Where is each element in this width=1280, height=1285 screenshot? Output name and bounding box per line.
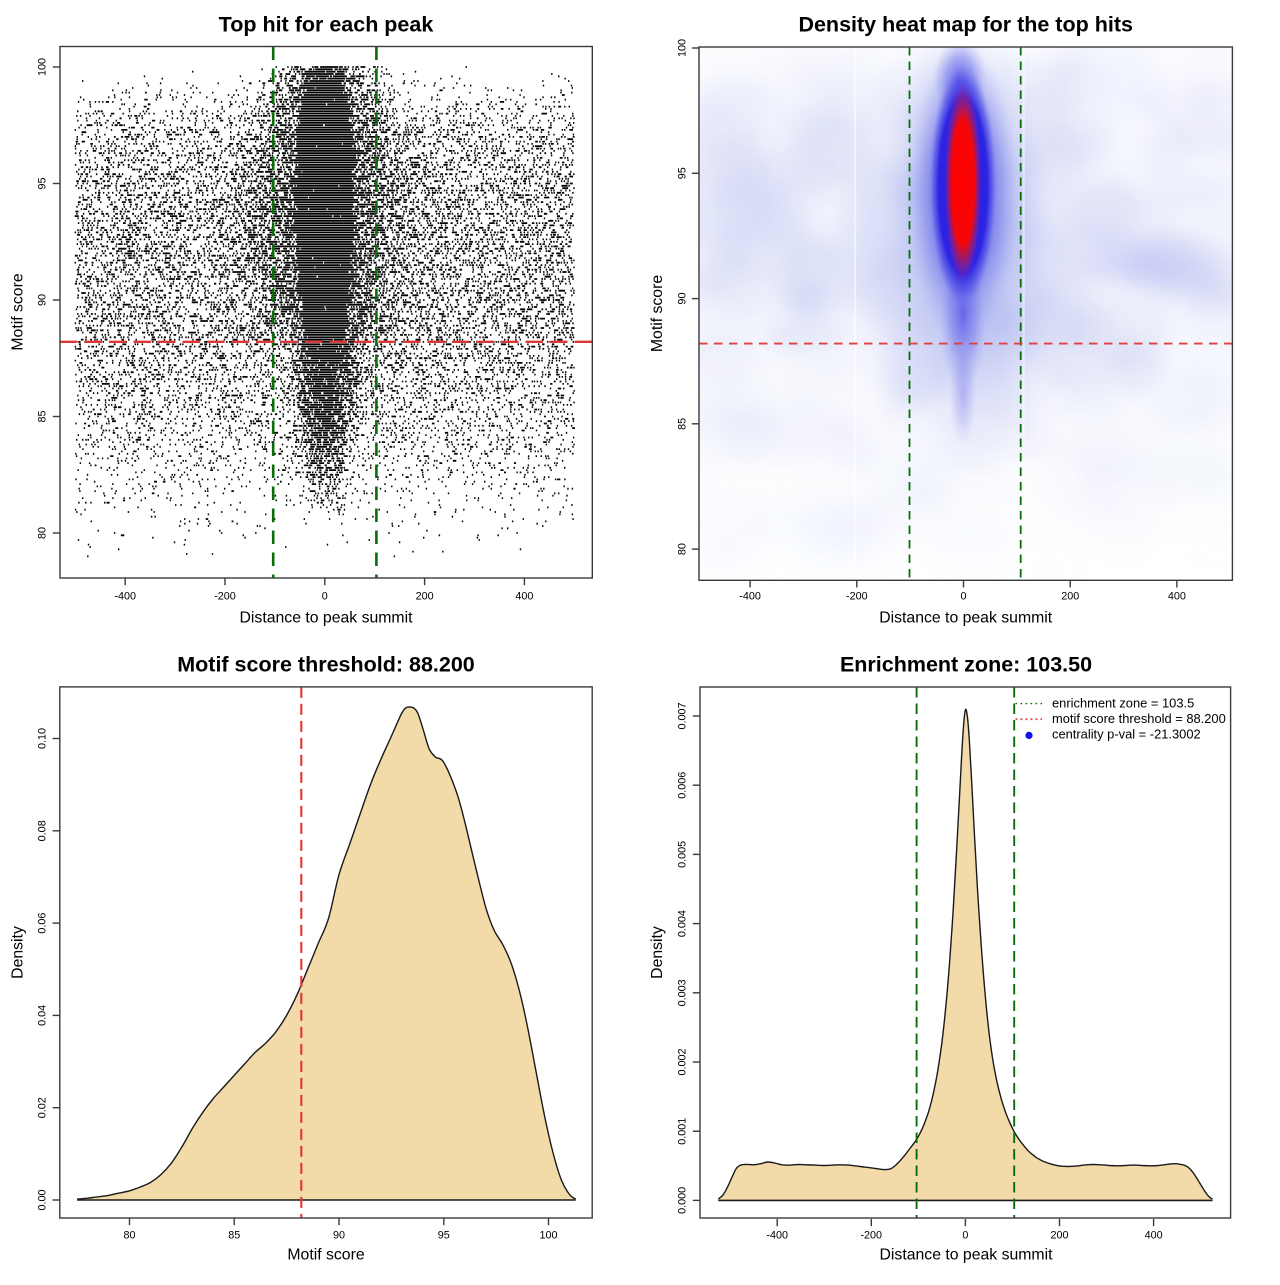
svg-text:-400: -400 [739,591,761,603]
svg-text:Top hit for each peak: Top hit for each peak [219,13,434,37]
svg-text:Motif score: Motif score [9,273,26,350]
svg-text:0: 0 [962,1230,968,1242]
svg-text:Motif score: Motif score [649,275,666,352]
svg-text:90: 90 [36,294,48,306]
svg-text:-400: -400 [114,591,136,603]
svg-text:0: 0 [960,591,966,603]
svg-text:-200: -200 [214,591,236,603]
svg-text:Distance to peak summit: Distance to peak summit [880,1247,1054,1264]
svg-text:400: 400 [1145,1230,1163,1242]
svg-text:-200: -200 [846,591,868,603]
svg-text:0.000: 0.000 [677,1187,689,1214]
svg-text:95: 95 [36,177,48,189]
svg-text:0.003: 0.003 [677,979,689,1006]
svg-text:80: 80 [123,1230,135,1242]
svg-text:centrality p-val = -21.3002: centrality p-val = -21.3002 [1052,727,1201,742]
svg-text:0.007: 0.007 [677,702,689,729]
svg-text:0.08: 0.08 [36,820,48,841]
svg-text:0.02: 0.02 [36,1097,48,1118]
svg-text:80: 80 [36,527,48,539]
svg-text:85: 85 [228,1230,240,1242]
svg-text:-400: -400 [766,1230,788,1242]
svg-text:0.005: 0.005 [677,841,689,868]
svg-text:95: 95 [677,167,689,179]
svg-text:85: 85 [677,418,689,430]
svg-text:0.04: 0.04 [36,1005,48,1026]
svg-text:0.00: 0.00 [36,1189,48,1210]
svg-text:Density heat map for the top h: Density heat map for the top hits [798,13,1133,37]
svg-text:Motif score threshold: 88.200: Motif score threshold: 88.200 [177,652,475,676]
svg-text:90: 90 [677,293,689,305]
svg-text:Distance to peak summit: Distance to peak summit [240,609,414,626]
svg-text:200: 200 [1061,591,1079,603]
svg-text:95: 95 [438,1230,450,1242]
svg-text:0.10: 0.10 [36,728,48,749]
svg-text:Distance to peak summit: Distance to peak summit [879,609,1053,626]
svg-text:100: 100 [36,58,48,76]
svg-text:100: 100 [539,1230,557,1242]
svg-text:80: 80 [677,543,689,555]
svg-text:85: 85 [36,410,48,422]
svg-text:-200: -200 [860,1230,882,1242]
svg-text:0.004: 0.004 [677,910,689,937]
svg-text:0.001: 0.001 [677,1118,689,1145]
svg-text:0.06: 0.06 [36,913,48,934]
svg-text:0.002: 0.002 [677,1048,689,1075]
svg-text:Density: Density [9,926,26,979]
svg-text:Enrichment zone: 103.50: Enrichment zone: 103.50 [840,652,1092,676]
svg-text:enrichment zone = 103.5: enrichment zone = 103.5 [1052,695,1194,710]
svg-text:motif score threshold = 88.200: motif score threshold = 88.200 [1052,711,1226,726]
svg-text:90: 90 [333,1230,345,1242]
svg-text:200: 200 [416,591,434,603]
svg-text:0: 0 [322,591,328,603]
svg-text:100: 100 [677,39,689,57]
svg-text:0.006: 0.006 [677,772,689,799]
svg-text:400: 400 [515,591,533,603]
svg-text:400: 400 [1168,591,1186,603]
svg-text:Motif score: Motif score [287,1247,364,1264]
svg-text:Density: Density [649,926,666,979]
svg-text:200: 200 [1051,1230,1069,1242]
